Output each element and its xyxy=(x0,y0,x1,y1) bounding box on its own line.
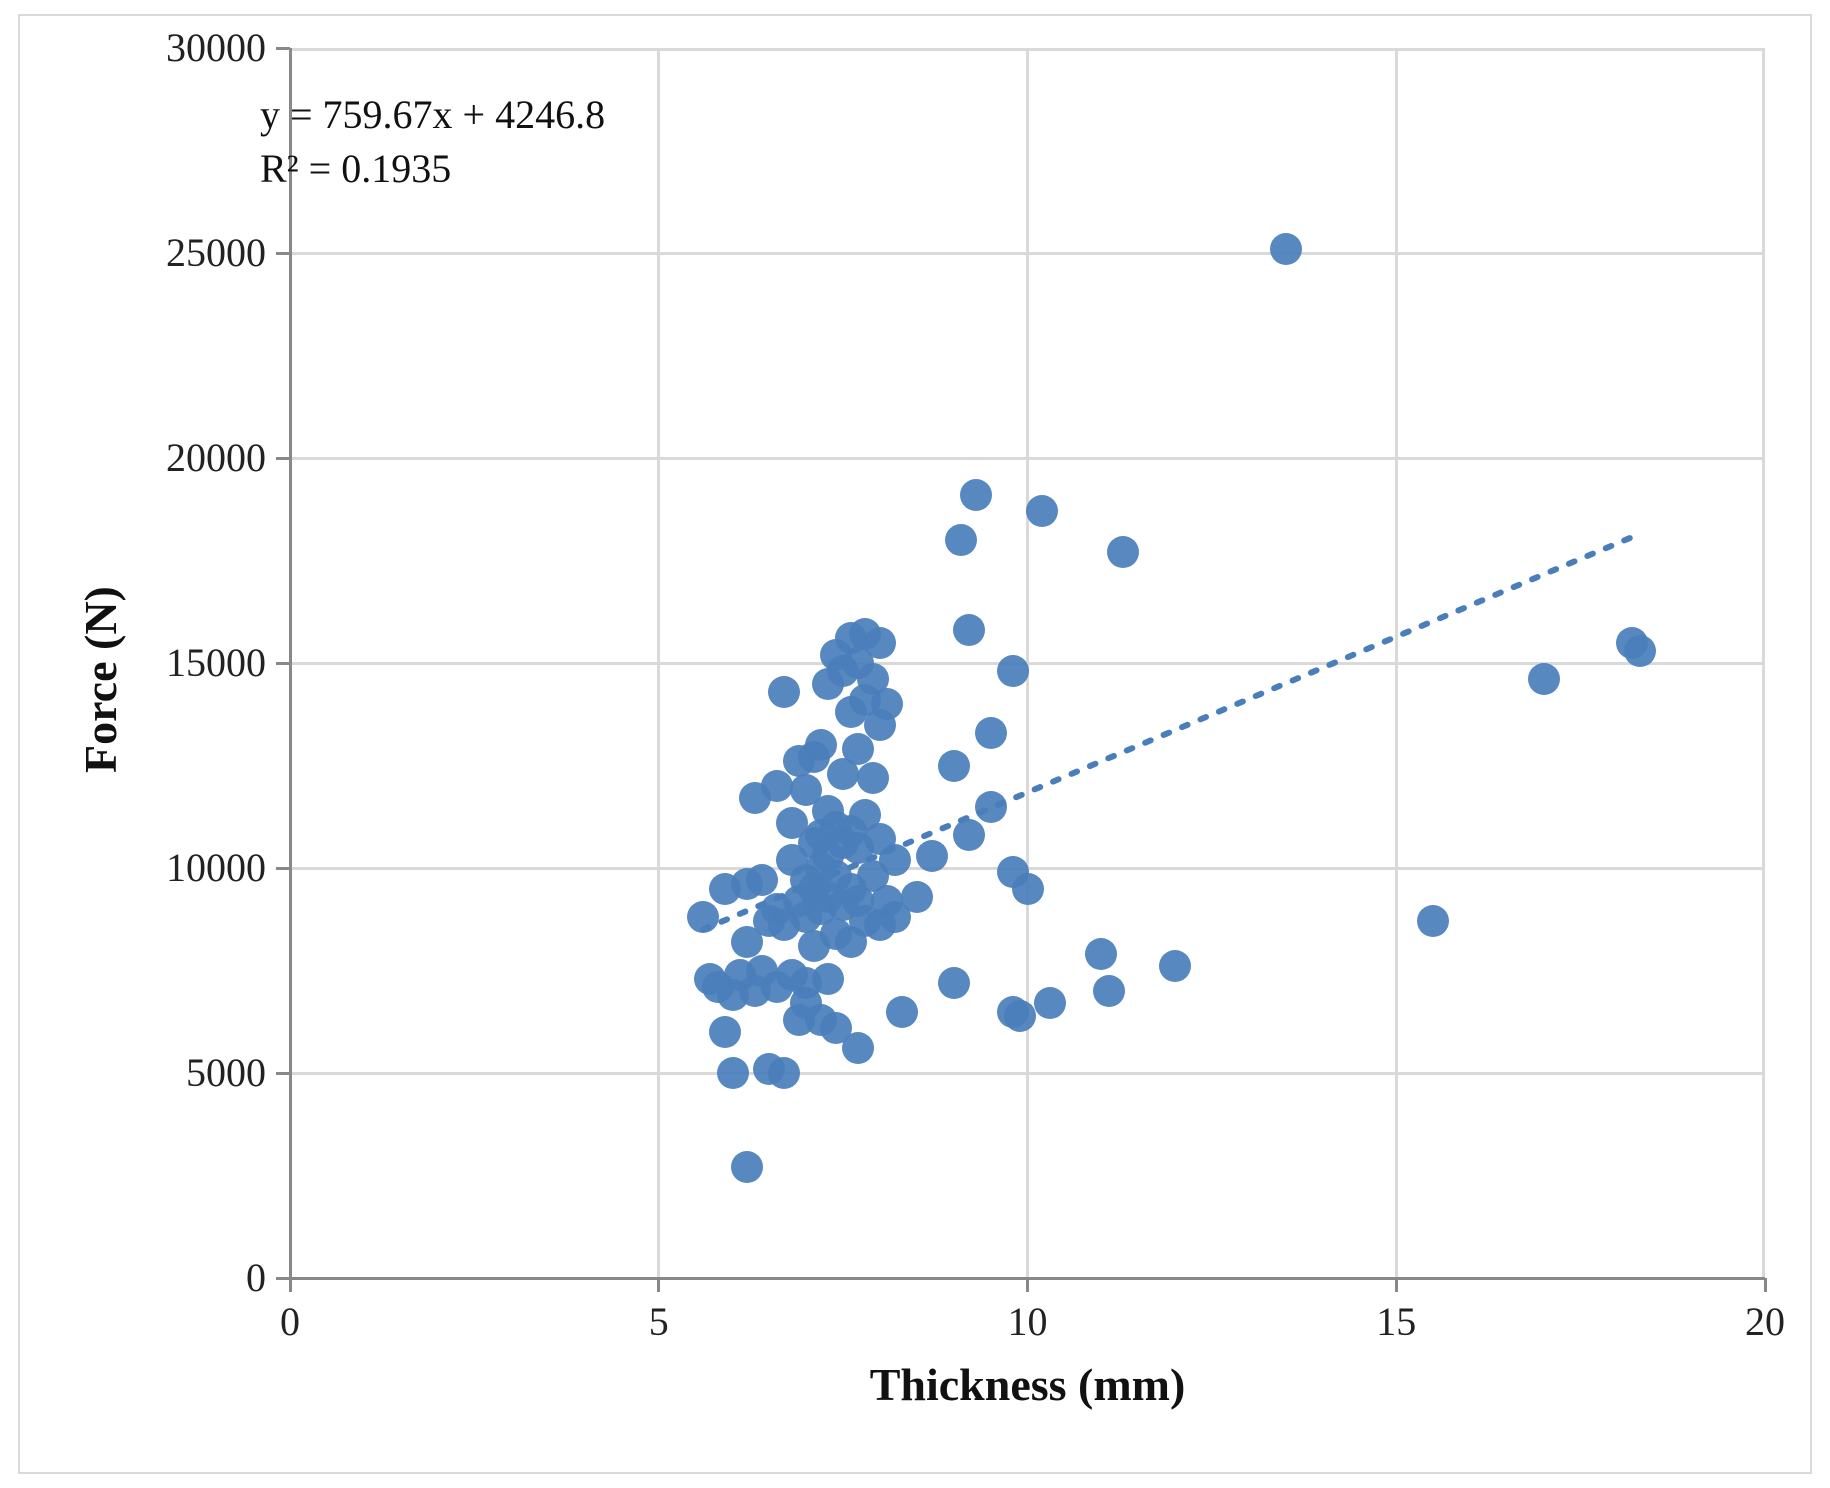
annotation-line: y = 759.67x + 4246.8 xyxy=(260,88,605,142)
scatter-point xyxy=(1093,975,1125,1007)
x-tick-label: 20 xyxy=(1705,1298,1825,1345)
x-tick xyxy=(1764,1278,1767,1292)
scatter-point xyxy=(687,901,719,933)
y-tick-label: 15000 xyxy=(106,639,266,686)
scatter-point xyxy=(812,963,844,995)
scatter-point xyxy=(761,770,793,802)
scatter-point xyxy=(1624,635,1656,667)
scatter-point xyxy=(960,479,992,511)
y-tick xyxy=(276,1072,290,1075)
y-tick-label: 20000 xyxy=(106,434,266,481)
scatter-point xyxy=(1085,938,1117,970)
scatter-point xyxy=(864,627,896,659)
x-tick xyxy=(657,1278,660,1292)
scatter-point xyxy=(975,791,1007,823)
scatter-point xyxy=(1107,536,1139,568)
x-axis-title: Thickness (mm) xyxy=(290,1358,1765,1411)
y-tick xyxy=(276,662,290,665)
y-axis-title: Force (N) xyxy=(74,586,127,773)
scatter-point xyxy=(1004,1000,1036,1032)
scatter-point xyxy=(879,844,911,876)
scatter-point xyxy=(1528,663,1560,695)
x-tick xyxy=(1395,1278,1398,1292)
scatter-point xyxy=(886,996,918,1028)
scatter-point xyxy=(709,1016,741,1048)
scatter-point xyxy=(842,1032,874,1064)
gridline-horizontal xyxy=(290,252,1765,255)
gridline-horizontal xyxy=(290,457,1765,460)
scatter-point xyxy=(975,717,1007,749)
x-tick xyxy=(1026,1278,1029,1292)
scatter-point xyxy=(916,840,948,872)
scatter-point xyxy=(746,864,778,896)
x-tick-label: 15 xyxy=(1336,1298,1456,1345)
scatter-point xyxy=(938,967,970,999)
scatter-point xyxy=(953,614,985,646)
scatter-point xyxy=(1026,495,1058,527)
y-tick-label: 30000 xyxy=(106,24,266,71)
x-tick xyxy=(289,1278,292,1292)
scatter-point xyxy=(805,729,837,761)
annotation-line: R² = 0.1935 xyxy=(260,142,605,196)
y-tick xyxy=(276,47,290,50)
scatter-point xyxy=(945,524,977,556)
scatter-point xyxy=(1012,873,1044,905)
chart-outer-frame xyxy=(18,14,1812,1474)
scatter-point xyxy=(717,1057,749,1089)
x-tick-label: 5 xyxy=(599,1298,719,1345)
scatter-point xyxy=(953,819,985,851)
y-tick-label: 10000 xyxy=(106,844,266,891)
y-tick xyxy=(276,457,290,460)
scatter-point xyxy=(842,733,874,765)
scatter-point xyxy=(1159,950,1191,982)
x-tick-label: 10 xyxy=(968,1298,1088,1345)
y-tick xyxy=(276,1277,290,1280)
scatter-point xyxy=(938,750,970,782)
scatter-point xyxy=(768,1057,800,1089)
scatter-point xyxy=(871,688,903,720)
scatter-point xyxy=(857,762,889,794)
scatter-point xyxy=(768,676,800,708)
scatter-point xyxy=(901,881,933,913)
scatter-point xyxy=(1034,987,1066,1019)
scatter-point xyxy=(1270,233,1302,265)
gridline-horizontal xyxy=(290,1072,1765,1075)
regression-annotation: y = 759.67x + 4246.8R² = 0.1935 xyxy=(260,88,605,196)
scatter-point xyxy=(1417,905,1449,937)
y-tick-label: 25000 xyxy=(106,229,266,276)
x-tick-label: 0 xyxy=(230,1298,350,1345)
scatter-point xyxy=(731,1151,763,1183)
y-tick xyxy=(276,867,290,870)
y-tick-label: 5000 xyxy=(106,1049,266,1096)
y-tick xyxy=(276,252,290,255)
y-tick-label: 0 xyxy=(106,1254,266,1301)
scatter-point xyxy=(997,655,1029,687)
